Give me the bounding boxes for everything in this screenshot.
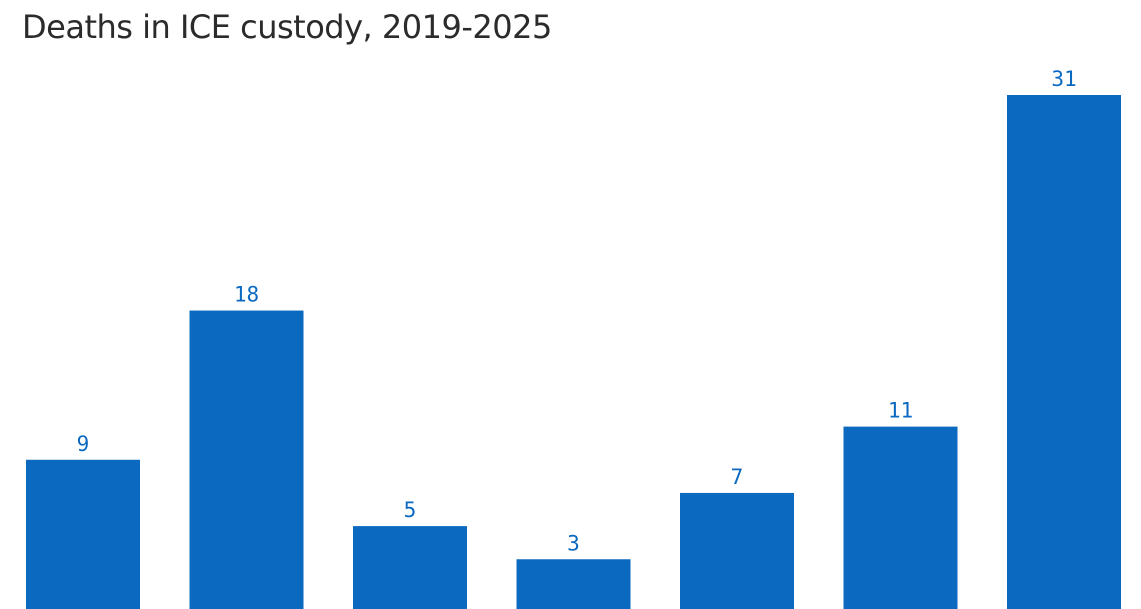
bar: [26, 459, 140, 609]
value-label: 11: [888, 399, 913, 423]
bar: [680, 492, 794, 609]
value-label: 9: [77, 432, 90, 456]
value-label: 3: [567, 531, 580, 555]
value-label: 31: [1051, 67, 1076, 91]
bar: [353, 526, 467, 609]
value-label: 5: [404, 498, 417, 522]
value-label: 7: [731, 465, 744, 489]
bar: [516, 559, 631, 609]
chart-title: Deaths in ICE custody, 2019-2025: [22, 8, 552, 46]
value-label: 18: [234, 283, 259, 307]
bar: [843, 426, 958, 609]
bar: [1007, 95, 1121, 609]
bar: [189, 310, 304, 609]
